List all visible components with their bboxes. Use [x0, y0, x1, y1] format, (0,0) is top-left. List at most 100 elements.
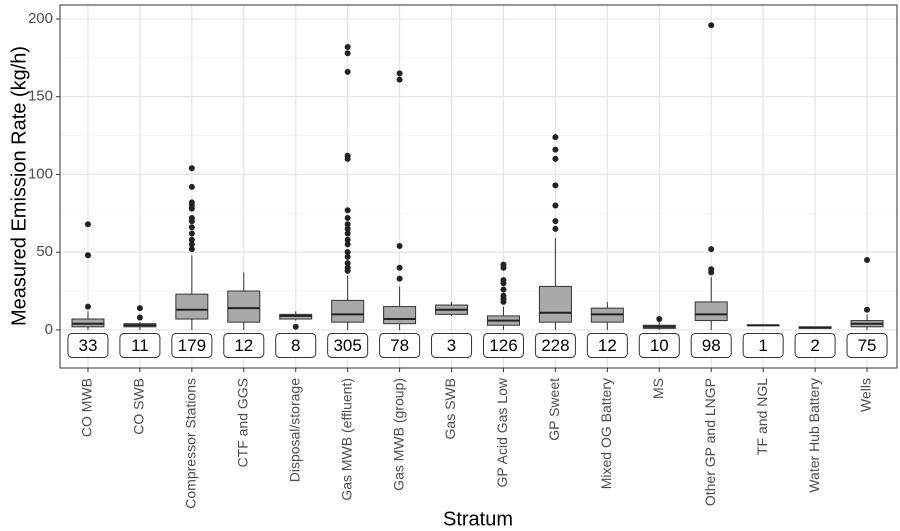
count-box [275, 332, 317, 358]
x-tick-label: Water Hub Battery [806, 378, 822, 493]
outlier [84, 252, 91, 259]
outlier [552, 146, 559, 153]
outlier [864, 306, 871, 313]
count-box [794, 332, 836, 358]
outlier [344, 236, 351, 243]
x-tick-label: CO MWB [79, 378, 95, 437]
count-label: 305 [333, 336, 361, 355]
count-label: 126 [489, 336, 517, 355]
y-tick-label: 0 [45, 321, 53, 338]
outlier [708, 246, 715, 253]
outlier [344, 264, 351, 271]
count-box [846, 332, 888, 358]
count-label: 75 [858, 336, 877, 355]
outlier [188, 199, 195, 206]
outlier [864, 256, 871, 263]
x-tick-label: CTF and GGS [234, 378, 250, 467]
x-tick-label: Gas MWB (effluent) [338, 378, 354, 501]
count-label: 78 [390, 336, 409, 355]
count-label: 12 [234, 336, 253, 355]
outlier [396, 70, 403, 77]
outlier [708, 266, 715, 273]
count-box [67, 332, 109, 358]
outlier [344, 260, 351, 267]
y-tick-label: 150 [28, 88, 53, 105]
outlier [396, 76, 403, 83]
count-box [586, 332, 628, 358]
count-box [119, 332, 161, 358]
box [694, 301, 728, 322]
x-axis-title: Stratum [443, 508, 513, 530]
outlier [188, 241, 195, 248]
count-label: 2 [810, 336, 819, 355]
count-box [482, 332, 524, 358]
outlier [188, 183, 195, 190]
x-tick-label: GP Sweet [546, 378, 562, 441]
outlier [136, 314, 143, 321]
outlier [188, 230, 195, 237]
y-tick-label: 50 [36, 243, 53, 260]
y-tick-label: 200 [28, 10, 53, 27]
outlier [708, 22, 715, 29]
outlier [344, 221, 351, 228]
outlier [396, 275, 403, 282]
count-label: 33 [79, 336, 98, 355]
count-label: 10 [650, 336, 669, 355]
x-tick-label: CO SWB [131, 378, 147, 435]
count-box [534, 332, 576, 358]
outlier [344, 241, 351, 248]
outlier [552, 182, 559, 189]
y-axis-title: Measured Emission Rate (kg/h) [8, 46, 30, 326]
outlier [500, 277, 507, 284]
outlier [344, 207, 351, 214]
outlier [188, 236, 195, 243]
y-tick-label: 100 [28, 165, 53, 182]
outlier [500, 261, 507, 268]
outlier [292, 323, 299, 330]
panel-border [59, 4, 898, 369]
count-box [742, 332, 784, 358]
outlier [136, 305, 143, 312]
outlier [188, 246, 195, 253]
count-box [431, 332, 473, 358]
outlier [188, 165, 195, 172]
x-tick-label: Wells [858, 378, 874, 412]
outlier [344, 225, 351, 232]
count-label: 12 [598, 336, 617, 355]
outlier [344, 214, 351, 221]
box [538, 285, 572, 323]
outlier [344, 43, 351, 50]
x-tick-label: MS [650, 378, 666, 399]
count-box [638, 332, 680, 358]
outlier [188, 214, 195, 221]
outlier [500, 286, 507, 293]
x-tick-label: Gas MWB (group) [390, 378, 406, 491]
x-tick-label: Other GP and LNGP [702, 378, 718, 506]
outlier [552, 218, 559, 225]
count-label: 3 [447, 336, 456, 355]
outlier [552, 134, 559, 141]
count-box [171, 332, 213, 358]
outlier [344, 152, 351, 159]
outlier [84, 221, 91, 228]
count-box [379, 332, 421, 358]
outlier [344, 249, 351, 256]
count-box [690, 332, 732, 358]
outlier [344, 230, 351, 237]
outlier [344, 68, 351, 75]
box [227, 290, 261, 323]
count-label: 179 [178, 336, 206, 355]
x-tick-label: TF and NGL [754, 378, 770, 455]
outlier [344, 50, 351, 57]
outlier [552, 202, 559, 209]
x-tick-label: Disposal/storage [286, 378, 302, 482]
outlier [84, 303, 91, 310]
outlier [552, 225, 559, 232]
x-tick-label: GP Acid Gas Low [494, 377, 510, 487]
count-label: 8 [291, 336, 300, 355]
box [175, 293, 209, 320]
count-label: 1 [758, 336, 767, 355]
count-label: 98 [702, 336, 721, 355]
x-tick-label: Gas SWB [442, 378, 458, 439]
